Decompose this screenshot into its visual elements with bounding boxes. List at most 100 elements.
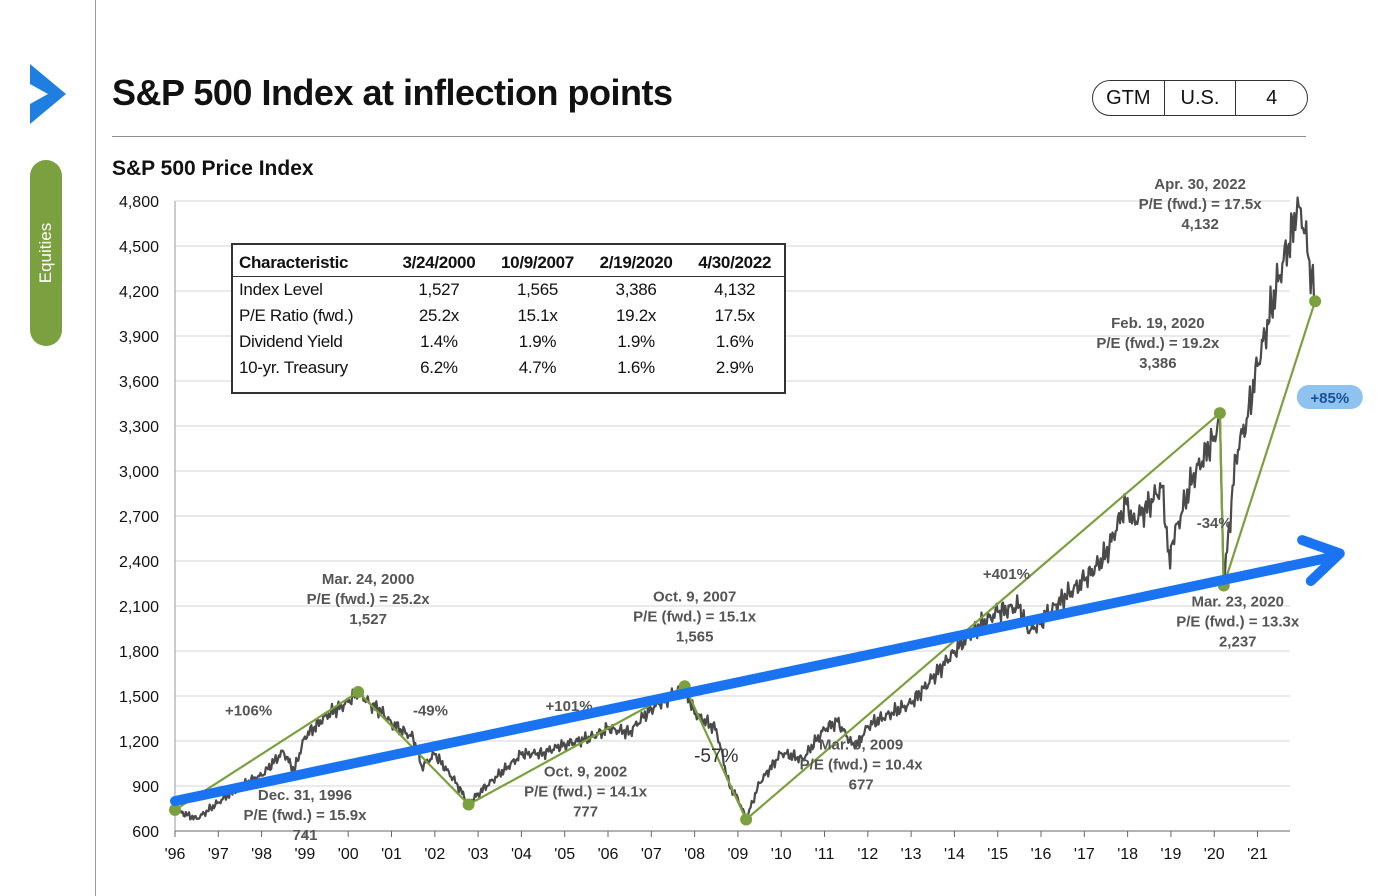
table-cell: 1.4% bbox=[420, 332, 458, 351]
x-tick-label: '96 bbox=[165, 846, 186, 863]
x-tick-label: '12 bbox=[857, 846, 878, 863]
point-pe-label: P/E (fwd.) = 14.1x bbox=[524, 783, 648, 800]
y-tick-label: 4,800 bbox=[119, 194, 159, 211]
table-cell: 19.2x bbox=[616, 306, 657, 325]
table-cell: 4,132 bbox=[714, 280, 756, 299]
y-tick-label: 3,300 bbox=[119, 419, 159, 436]
x-tick-label: '00 bbox=[338, 846, 359, 863]
table-header-cell: 3/24/2000 bbox=[389, 245, 489, 277]
chart-title: S&P 500 Price Index bbox=[112, 157, 314, 180]
table-row: P/E Ratio (fwd.) 25.2x 15.1x 19.2x 17.5x bbox=[233, 303, 784, 329]
x-tick-label: '02 bbox=[424, 846, 445, 863]
x-tick-label: '19 bbox=[1160, 846, 1181, 863]
change-label: -34% bbox=[1197, 515, 1232, 532]
point-pe-label: P/E (fwd.) = 17.5x bbox=[1139, 196, 1263, 213]
point-date-label: Mar. 9, 2009 bbox=[819, 736, 903, 753]
table-cell: 17.5x bbox=[714, 306, 755, 325]
table-header-cell: 2/19/2020 bbox=[586, 245, 686, 277]
y-tick-label: 4,500 bbox=[119, 239, 159, 256]
change-highlight-pill bbox=[1296, 385, 1363, 409]
point-level-label: 2,237 bbox=[1219, 633, 1257, 650]
x-tick-label: '01 bbox=[381, 846, 402, 863]
x-tick-label: '15 bbox=[987, 846, 1008, 863]
x-tick-label: '06 bbox=[598, 846, 619, 863]
page-tag-box: GTM U.S. 4 bbox=[1092, 80, 1308, 116]
table-row: Index Level 1,527 1,565 3,386 4,132 bbox=[233, 277, 784, 304]
table-header-cell: 4/30/2022 bbox=[685, 245, 784, 277]
point-level-label: 677 bbox=[849, 776, 874, 793]
chevron-shape bbox=[30, 64, 66, 124]
point-pe-label: P/E (fwd.) = 13.3x bbox=[1176, 613, 1300, 630]
table-header-row: Characteristic 3/24/2000 10/9/2007 2/19/… bbox=[233, 245, 784, 277]
y-tick-label: 3,000 bbox=[119, 464, 159, 481]
point-pe-label: P/E (fwd.) = 15.9x bbox=[244, 807, 368, 824]
overlay-arrow-head bbox=[1297, 535, 1345, 586]
point-pe-label: P/E (fwd.) = 25.2x bbox=[307, 591, 431, 608]
x-tick-label: '16 bbox=[1031, 846, 1052, 863]
table-cell: 6.2% bbox=[420, 358, 458, 377]
change-label: -57% bbox=[694, 746, 738, 767]
point-date-label: Oct. 9, 2007 bbox=[653, 588, 736, 605]
x-tick-label: '08 bbox=[684, 846, 705, 863]
overlay-arrow-shaft bbox=[170, 552, 1335, 806]
inflection-point-marker bbox=[1309, 295, 1322, 308]
x-tick-label: '98 bbox=[251, 846, 272, 863]
x-tick-label: '17 bbox=[1074, 846, 1095, 863]
chevron-right-icon[interactable] bbox=[22, 64, 72, 124]
x-tick-label: '07 bbox=[641, 846, 662, 863]
y-tick-label: 1,200 bbox=[119, 734, 159, 751]
table-cell: 1.6% bbox=[715, 332, 754, 351]
x-tick-label: '18 bbox=[1117, 846, 1138, 863]
table-cell: Dividend Yield bbox=[239, 332, 343, 351]
table-cell: 4.7% bbox=[518, 358, 557, 377]
point-date-label: Mar. 23, 2020 bbox=[1191, 593, 1284, 610]
x-tick-label: '04 bbox=[511, 846, 532, 863]
inflection-point-marker bbox=[169, 803, 181, 816]
tag-gtm: GTM bbox=[1106, 86, 1151, 109]
inflection-point-marker bbox=[462, 798, 475, 811]
x-tick-label: '99 bbox=[294, 846, 315, 863]
x-tick-label: '11 bbox=[815, 846, 835, 863]
y-tick-label: 2,700 bbox=[119, 509, 159, 526]
y-tick-label: 600 bbox=[132, 824, 159, 841]
point-pe-label: P/E (fwd.) = 15.1x bbox=[633, 608, 757, 625]
x-tick-label: '20 bbox=[1204, 846, 1225, 863]
y-tick-label: 3,900 bbox=[119, 329, 159, 346]
y-tick-label: 4,200 bbox=[119, 284, 159, 301]
table-cell: P/E Ratio (fwd.) bbox=[239, 306, 354, 325]
table-row: Dividend Yield 1.4% 1.9% 1.9% 1.6% bbox=[233, 329, 784, 355]
change-label: +106% bbox=[225, 703, 272, 720]
x-tick-label: '13 bbox=[901, 846, 922, 863]
point-pe-label: P/E (fwd.) = 19.2x bbox=[1096, 335, 1220, 352]
point-date-label: Oct. 9, 2002 bbox=[544, 763, 627, 780]
point-date-label: Feb. 19, 2020 bbox=[1111, 315, 1204, 332]
inflection-point-marker bbox=[1213, 407, 1226, 420]
title-divider bbox=[112, 136, 1306, 137]
sidebar-divider bbox=[95, 0, 96, 896]
y-tick-label: 3,600 bbox=[119, 374, 159, 391]
y-tick-label: 2,400 bbox=[119, 554, 159, 571]
y-tick-label: 1,500 bbox=[119, 689, 159, 706]
point-date-label: Apr. 30, 2022 bbox=[1154, 176, 1246, 193]
x-tick-label: '03 bbox=[468, 846, 489, 863]
point-level-label: 3,386 bbox=[1139, 355, 1177, 372]
table-cell: 1.6% bbox=[617, 358, 655, 377]
table-row: 10-yr. Treasury 6.2% 4.7% 1.6% 2.9% bbox=[233, 355, 784, 381]
section-pill[interactable]: Equities bbox=[30, 160, 62, 346]
page-title: S&P 500 Index at inflection points bbox=[112, 72, 673, 113]
change-label: +85% bbox=[1310, 390, 1349, 407]
change-label: +401% bbox=[983, 566, 1030, 583]
point-level-label: 4,132 bbox=[1181, 216, 1219, 233]
table-cell: 1.9% bbox=[518, 332, 557, 351]
point-level-label: 1,527 bbox=[349, 611, 387, 628]
x-tick-label: '10 bbox=[771, 846, 792, 863]
y-tick-label: 2,100 bbox=[119, 599, 159, 616]
y-tick-label: 900 bbox=[132, 779, 159, 796]
x-tick-label: '14 bbox=[944, 846, 965, 863]
inflection-point-marker bbox=[740, 813, 753, 826]
characteristics-table: Characteristic 3/24/2000 10/9/2007 2/19/… bbox=[231, 243, 786, 394]
table-cell: 1,527 bbox=[418, 280, 460, 299]
point-level-label: 741 bbox=[292, 827, 317, 844]
point-pe-label: P/E (fwd.) = 10.4x bbox=[800, 756, 924, 773]
